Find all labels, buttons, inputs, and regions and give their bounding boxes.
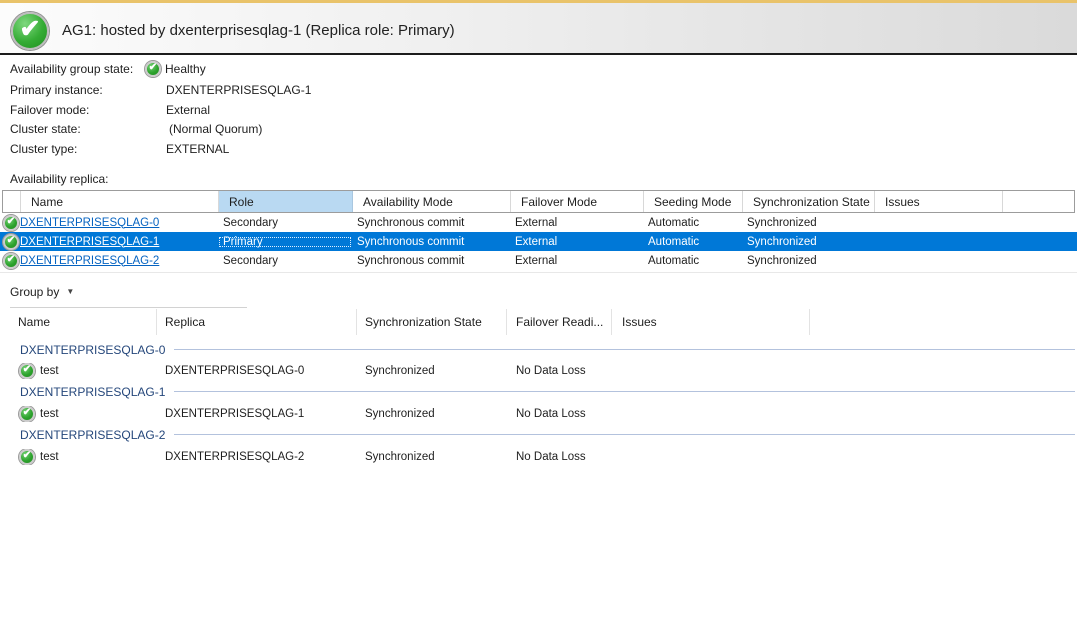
replica-header-icon-col — [3, 191, 21, 212]
db-group-header-2[interactable]: DXENTERPRISESQLAG-2 — [0, 424, 1077, 445]
cell-failover-mode: External — [515, 254, 558, 267]
healthy-check-icon — [19, 362, 35, 379]
cell-availability-mode: Synchronous commit — [357, 254, 465, 267]
replica-header-empty-col — [1003, 191, 1074, 212]
db-name: test — [40, 407, 59, 420]
db-name: test — [40, 450, 59, 463]
group-by-divider — [10, 307, 247, 308]
chevron-down-icon: ▼ — [66, 287, 75, 296]
group-rule-line — [174, 391, 1075, 392]
db-row-0[interactable]: test DXENTERPRISESQLAG-0 Synchronized No… — [0, 360, 1077, 381]
db-group-name: DXENTERPRISESQLAG-2 — [20, 427, 166, 442]
summary-row-primary-instance: Primary instance: DXENTERPRISESQLAG-1 — [10, 82, 311, 98]
cluster-state-label: Cluster state: — [10, 122, 81, 136]
db-row-1[interactable]: test DXENTERPRISESQLAG-1 Synchronized No… — [0, 403, 1077, 424]
db-row-2[interactable]: test DXENTERPRISESQLAG-2 Synchronized No… — [0, 446, 1077, 467]
cell-synchronization-state: Synchronized — [365, 364, 435, 377]
database-table-header: Name Replica Synchronization State Failo… — [0, 309, 1077, 335]
cell-failover-readiness: No Data Loss — [516, 450, 586, 463]
dashboard-title-bar: AG1: hosted by dxenterprisesqlag-1 (Repl… — [0, 0, 1077, 55]
cluster-type-value: EXTERNAL — [166, 142, 230, 156]
db-header-replica[interactable]: Replica — [157, 309, 357, 335]
cell-replica: DXENTERPRISESQLAG-1 — [165, 407, 305, 420]
availability-replica-label: Availability replica: — [10, 172, 109, 186]
db-header-name[interactable]: Name — [0, 309, 157, 335]
group-by-label: Group by — [10, 285, 60, 299]
cell-seeding-mode: Automatic — [648, 254, 700, 267]
group-rule-line — [174, 349, 1075, 350]
cell-role: Secondary — [223, 254, 278, 267]
healthy-check-icon — [0, 214, 20, 231]
healthy-status-icon — [11, 12, 49, 50]
replica-link[interactable]: DXENTERPRISESQLAG-1 — [20, 235, 160, 248]
db-header-failover-readiness[interactable]: Failover Readi... — [507, 309, 612, 335]
db-group-name: DXENTERPRISESQLAG-0 — [20, 342, 166, 357]
cell-failover-readiness: No Data Loss — [516, 364, 586, 377]
cell-seeding-mode: Automatic — [648, 216, 700, 229]
replica-row-2[interactable]: DXENTERPRISESQLAG-2 Secondary Synchronou… — [0, 251, 1077, 270]
healthy-check-icon — [0, 252, 20, 269]
summary-row-cluster-type: Cluster type: EXTERNAL — [10, 141, 229, 157]
healthy-check-icon — [19, 405, 35, 422]
db-header-issues[interactable]: Issues — [612, 309, 810, 335]
healthy-check-icon — [0, 233, 20, 250]
summary-row-ag-state: Availability group state: Healthy — [10, 61, 206, 77]
cell-seeding-mode: Automatic — [648, 235, 700, 248]
cell-replica: DXENTERPRISESQLAG-0 — [165, 364, 305, 377]
replica-header-seeding-mode[interactable]: Seeding Mode — [644, 191, 743, 212]
db-header-synchronization-state[interactable]: Synchronization State — [357, 309, 507, 335]
failover-mode-value: External — [166, 103, 211, 117]
cell-synchronization-state: Synchronized — [365, 450, 435, 463]
cluster-state-value: (Normal Quorum) — [169, 122, 263, 136]
db-group-header-0[interactable]: DXENTERPRISESQLAG-0 — [0, 339, 1077, 360]
cell-failover-mode: External — [515, 235, 558, 248]
group-by-dropdown[interactable]: Group by ▼ — [10, 285, 74, 299]
replica-header-issues[interactable]: Issues — [875, 191, 1003, 212]
cluster-type-label: Cluster type: — [10, 142, 78, 156]
replica-link[interactable]: DXENTERPRISESQLAG-0 — [20, 216, 160, 229]
healthy-check-icon — [145, 61, 161, 77]
healthy-check-icon — [19, 448, 35, 465]
replica-link[interactable]: DXENTERPRISESQLAG-2 — [20, 254, 160, 267]
failover-mode-label: Failover mode: — [10, 103, 90, 117]
replica-header-name[interactable]: Name — [21, 191, 219, 212]
db-header-empty-col — [810, 309, 1077, 335]
db-group-header-1[interactable]: DXENTERPRISESQLAG-1 — [0, 381, 1077, 402]
cell-synchronization-state: Synchronized — [747, 235, 817, 248]
cell-synchronization-state: Synchronized — [747, 254, 817, 267]
cell-synchronization-state: Synchronized — [747, 216, 817, 229]
primary-instance-value: DXENTERPRISESQLAG-1 — [166, 83, 312, 97]
group-rule-line — [174, 434, 1075, 435]
summary-row-cluster-state: Cluster state: (Normal Quorum) — [10, 121, 262, 137]
cell-failover-mode: External — [515, 216, 558, 229]
cell-availability-mode: Synchronous commit — [357, 235, 465, 248]
cell-synchronization-state: Synchronized — [365, 407, 435, 420]
cell-availability-mode: Synchronous commit — [357, 216, 465, 229]
db-name: test — [40, 364, 59, 377]
ag-state-label: Availability group state: — [10, 62, 134, 76]
ag-state-value: Healthy — [165, 62, 206, 76]
replica-row-0[interactable]: DXENTERPRISESQLAG-0 Secondary Synchronou… — [0, 213, 1077, 232]
replica-header-failover-mode[interactable]: Failover Mode — [511, 191, 644, 212]
summary-row-failover-mode: Failover mode: External — [10, 102, 210, 118]
replica-header-synchronization-state[interactable]: Synchronization State — [743, 191, 875, 212]
cell-role: Secondary — [223, 216, 278, 229]
primary-instance-label: Primary instance: — [10, 83, 103, 97]
replica-table-bottom-divider — [0, 272, 1077, 273]
replica-table-header: Name Role Availability Mode Failover Mod… — [2, 190, 1075, 213]
cell-failover-readiness: No Data Loss — [516, 407, 586, 420]
page-title: AG1: hosted by dxenterprisesqlag-1 (Repl… — [62, 22, 455, 39]
cell-replica: DXENTERPRISESQLAG-2 — [165, 450, 305, 463]
replica-header-role[interactable]: Role — [219, 191, 353, 212]
replica-header-availability-mode[interactable]: Availability Mode — [353, 191, 511, 212]
cell-role: Primary — [218, 236, 352, 248]
db-group-name: DXENTERPRISESQLAG-1 — [20, 384, 166, 399]
replica-row-1-selected[interactable]: DXENTERPRISESQLAG-1 Primary Synchronous … — [0, 232, 1077, 251]
